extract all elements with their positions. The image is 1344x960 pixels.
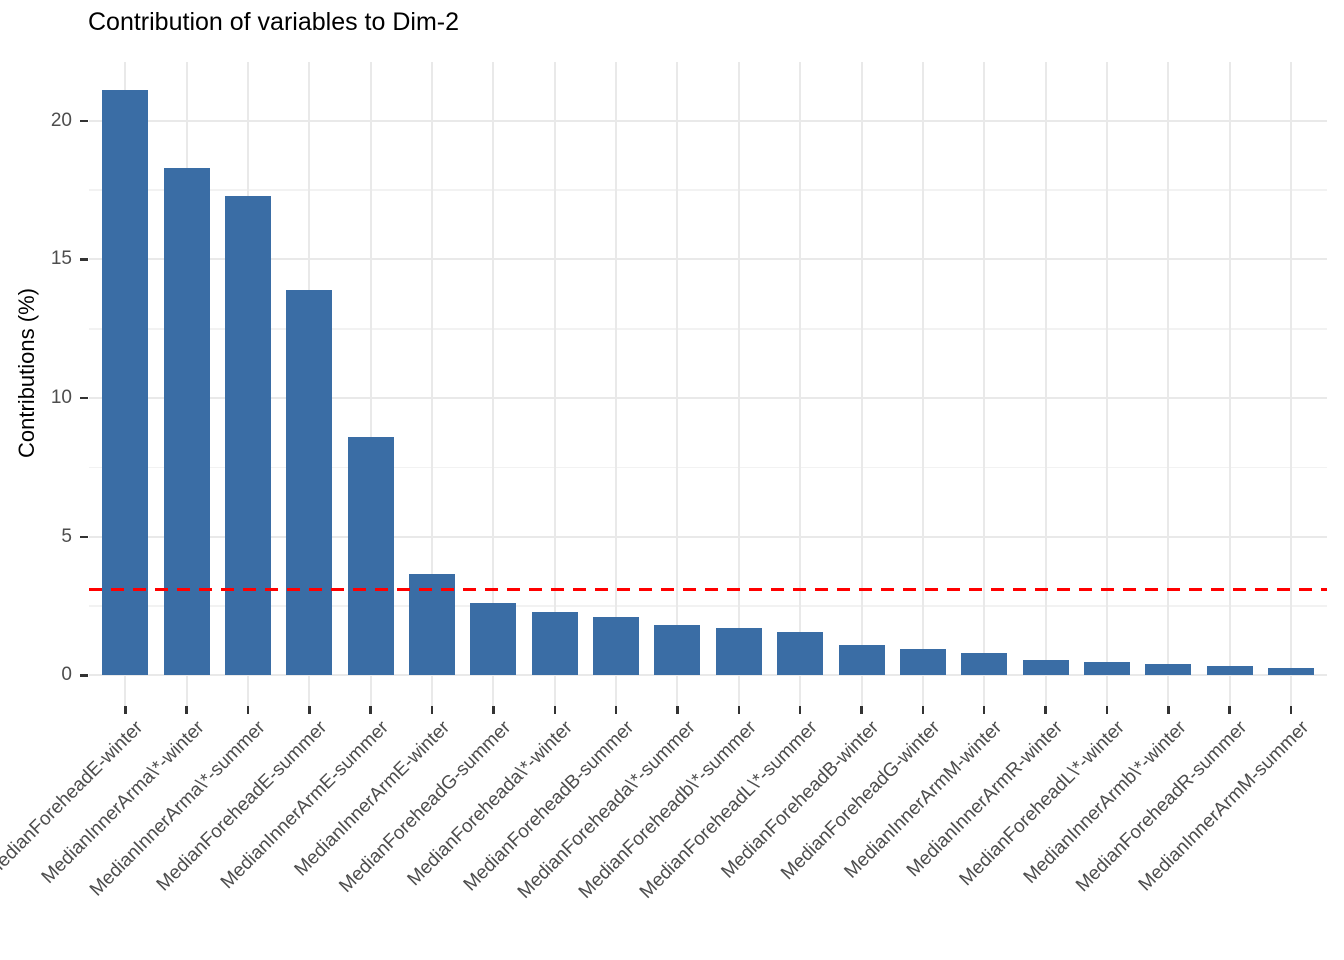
x-tick-mark [185, 706, 188, 714]
y-tick-mark [79, 119, 88, 123]
x-tick-mark [246, 706, 250, 714]
x-tick-mark [676, 706, 679, 714]
y-tick-mark [79, 535, 88, 538]
category-gridline [1167, 62, 1170, 706]
bar [593, 617, 640, 676]
bar [715, 628, 762, 676]
x-tick-mark [1289, 706, 1293, 714]
y-tick-mark [79, 396, 88, 400]
y-tick-label: 20 [50, 109, 72, 131]
x-tick-mark [1105, 706, 1109, 714]
bar [286, 289, 333, 676]
bar [531, 611, 578, 676]
major-gridline [88, 397, 1327, 400]
bar [1267, 667, 1314, 676]
category-gridline [983, 62, 986, 706]
bar [777, 632, 824, 676]
x-tick-mark [1228, 706, 1231, 714]
y-tick-label: 0 [61, 664, 72, 686]
bar [654, 625, 701, 676]
bar [1022, 659, 1069, 676]
bar [1145, 663, 1192, 676]
category-gridline [1228, 62, 1231, 706]
category-gridline [1044, 62, 1047, 706]
x-tick-mark [308, 706, 311, 714]
major-gridline [88, 535, 1327, 538]
x-tick-mark [369, 706, 372, 714]
major-gridline [88, 258, 1327, 261]
bar [225, 195, 271, 676]
bar [470, 603, 517, 676]
category-gridline [1105, 62, 1108, 706]
bar [961, 653, 1008, 676]
x-tick-mark [860, 706, 863, 714]
y-tick-label: 10 [50, 387, 72, 409]
x-tick-mark [614, 706, 618, 714]
bar [409, 574, 456, 676]
y-tick-mark [79, 258, 88, 261]
x-tick-mark [124, 706, 127, 714]
y-tick-mark [79, 674, 88, 677]
x-tick-mark [737, 706, 741, 714]
x-tick-mark [430, 706, 434, 714]
bar [899, 649, 946, 676]
minor-gridline [88, 466, 1327, 469]
minor-gridline [88, 189, 1327, 191]
x-tick-mark [1167, 706, 1170, 714]
category-gridline [553, 62, 556, 706]
bar [347, 436, 394, 676]
category-gridline [921, 62, 924, 706]
category-gridline [431, 62, 434, 706]
bar [838, 644, 885, 676]
category-gridline [860, 62, 863, 706]
category-gridline [1289, 62, 1292, 706]
reference-line [88, 587, 1327, 591]
category-gridline [492, 62, 495, 706]
category-gridline [369, 62, 372, 706]
x-tick-mark [921, 706, 925, 714]
major-gridline [88, 119, 1327, 122]
y-tick-label: 15 [50, 248, 72, 270]
x-tick-mark [1044, 706, 1047, 714]
x-tick-mark [798, 706, 802, 714]
bar [1206, 665, 1253, 676]
minor-gridline [88, 328, 1327, 330]
category-gridline [799, 62, 802, 706]
bar [163, 167, 210, 676]
minor-gridline [88, 605, 1327, 607]
bar [1083, 661, 1130, 676]
category-gridline [676, 62, 679, 706]
x-tick-mark [492, 706, 495, 714]
major-gridline [88, 674, 1327, 677]
x-tick-mark [982, 706, 986, 714]
x-tick-mark [553, 706, 556, 714]
category-gridline [737, 62, 740, 706]
category-gridline [615, 62, 618, 706]
y-tick-label: 5 [61, 525, 72, 547]
bar [102, 90, 149, 676]
chart-title: Contribution of variables to Dim-2 [88, 8, 459, 36]
